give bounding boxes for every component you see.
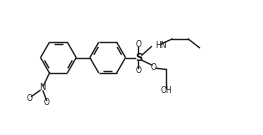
Text: HN: HN xyxy=(155,41,167,50)
Text: O: O xyxy=(135,40,141,49)
Text: O: O xyxy=(135,66,141,75)
Text: O: O xyxy=(26,94,32,103)
Text: S: S xyxy=(135,53,142,63)
Text: O: O xyxy=(44,98,50,107)
Text: O: O xyxy=(151,63,157,72)
Text: N: N xyxy=(39,83,45,92)
Text: OH: OH xyxy=(160,86,172,94)
